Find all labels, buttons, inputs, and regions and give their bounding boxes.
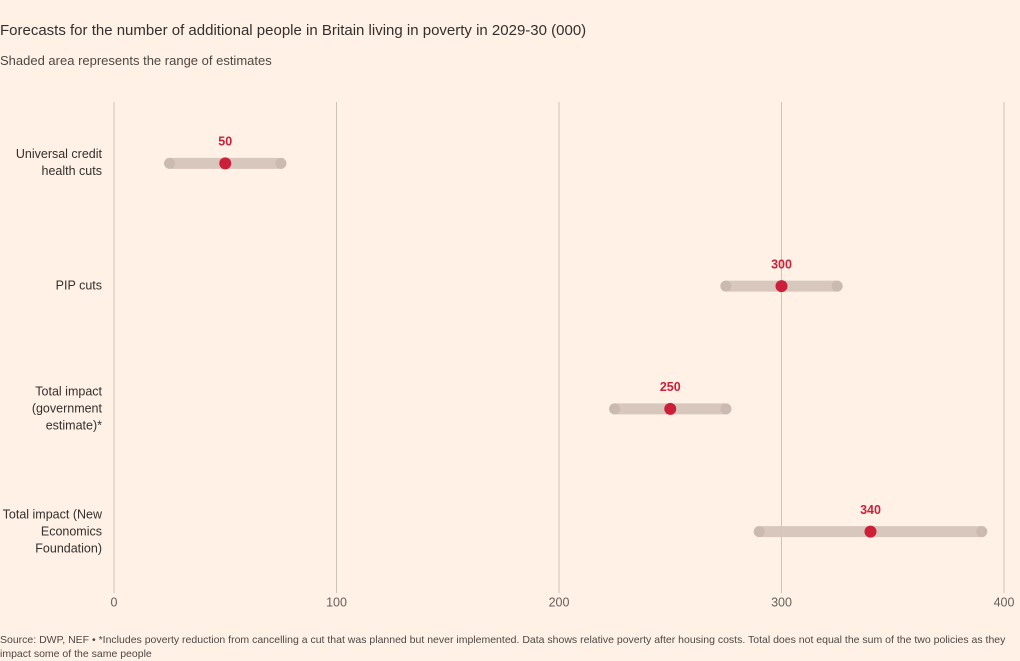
range-high-cap bbox=[720, 403, 732, 415]
x-tick-label: 200 bbox=[549, 595, 570, 609]
range-low-cap bbox=[720, 280, 732, 292]
range-high-cap bbox=[831, 280, 843, 292]
x-tick-label: 100 bbox=[326, 595, 347, 609]
value-label: 250 bbox=[660, 380, 681, 394]
source-note: Source: DWP, NEF • *Includes poverty red… bbox=[0, 634, 1006, 660]
chart-subtitle: Shaded area represents the range of esti… bbox=[0, 53, 272, 68]
range-low-cap bbox=[164, 157, 176, 169]
category-label: Total impact (government estimate)* bbox=[31, 384, 102, 433]
chart-title: Forecasts for the number of additional p… bbox=[0, 22, 587, 39]
dot bbox=[864, 525, 877, 538]
x-tick-label: 0 bbox=[111, 595, 118, 609]
value-label: 50 bbox=[218, 135, 232, 149]
category-label: Total impact (New Economics Foundation) bbox=[2, 507, 102, 556]
value-label: 300 bbox=[771, 257, 792, 271]
range-high-cap bbox=[275, 157, 287, 169]
category-label: PIP cuts bbox=[55, 278, 102, 293]
range-high-cap bbox=[976, 526, 988, 538]
dot bbox=[775, 280, 788, 293]
category-label: Universal credit health cuts bbox=[15, 147, 102, 179]
value-label: 340 bbox=[860, 503, 881, 517]
range-low-cap bbox=[609, 403, 621, 415]
dot bbox=[219, 157, 232, 170]
dot bbox=[664, 402, 677, 415]
range-low-cap bbox=[753, 526, 765, 538]
x-tick-label: 400 bbox=[994, 595, 1015, 609]
x-tick-label: 300 bbox=[771, 595, 792, 609]
